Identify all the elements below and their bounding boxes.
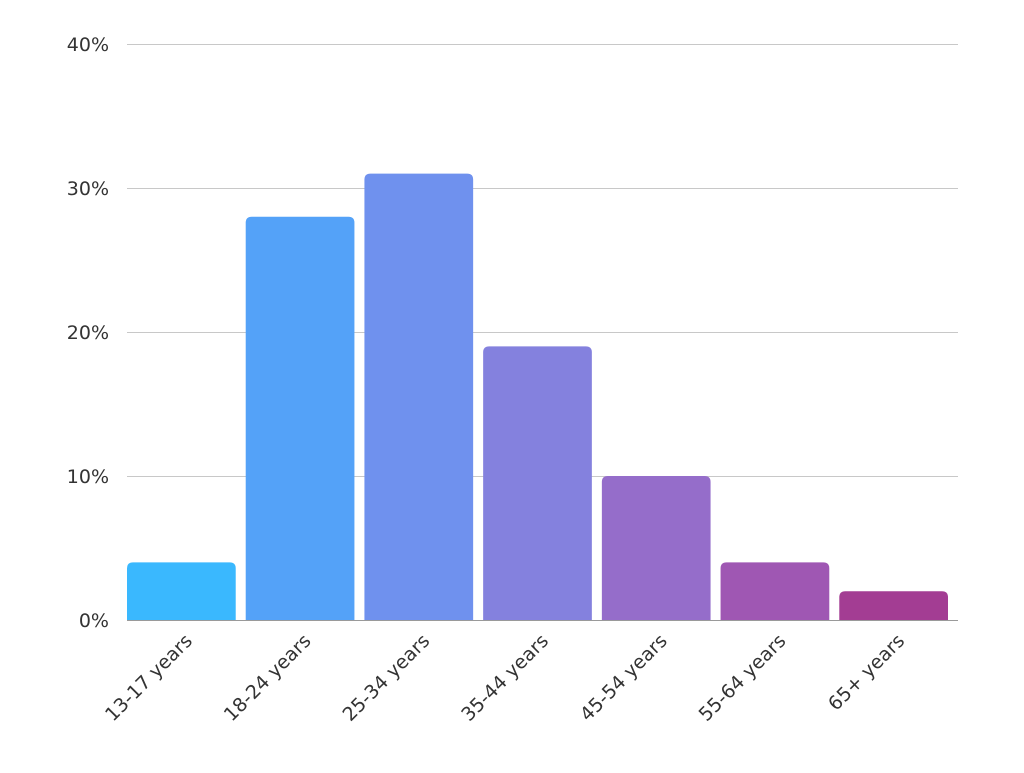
x-tick-label: 18-24 years — [220, 630, 316, 726]
y-tick-label: 10% — [67, 466, 109, 488]
x-tick-label: 65+ years — [824, 630, 909, 715]
x-tick-label: 55-64 years — [695, 630, 791, 726]
bar — [245, 216, 355, 621]
y-axis-ticks: 0% 10% 20% 30% 40% — [67, 34, 109, 632]
bar — [839, 591, 948, 620]
bar — [483, 346, 592, 620]
bar — [127, 562, 236, 620]
x-tick-label: 13-17 years — [101, 630, 197, 726]
y-tick-label: 30% — [67, 178, 109, 200]
y-tick-label: 40% — [67, 34, 109, 56]
x-tick-label: 35-44 years — [457, 630, 553, 726]
y-tick-label: 0% — [79, 610, 109, 632]
y-tick-label: 20% — [67, 322, 109, 344]
bars — [127, 173, 948, 621]
bar — [601, 476, 711, 620]
bar — [720, 562, 830, 620]
bar — [364, 173, 474, 620]
x-tick-label: 25-34 years — [338, 630, 434, 726]
x-axis-ticks: 13-17 years 18-24 years 25-34 years 35-44 y… — [101, 630, 909, 726]
x-tick-label: 45-54 years — [576, 630, 672, 726]
